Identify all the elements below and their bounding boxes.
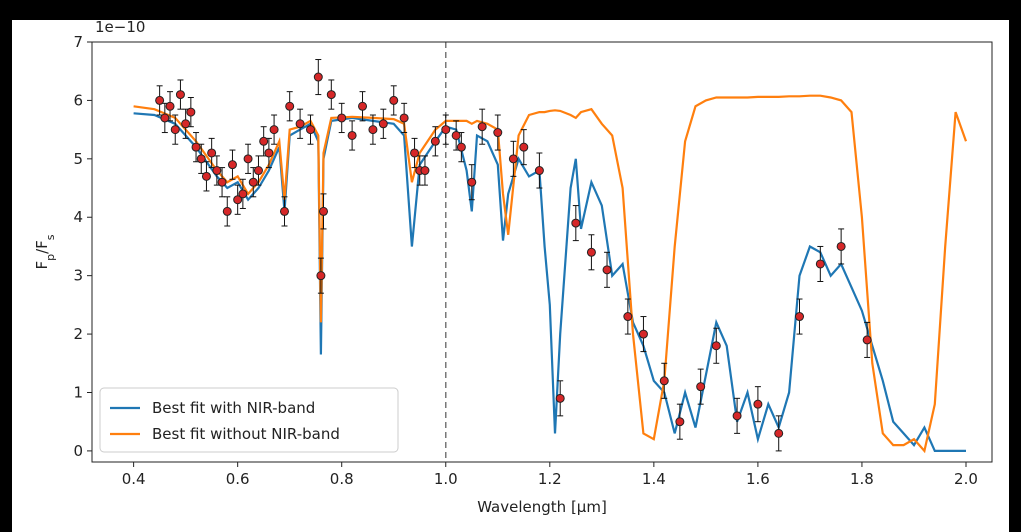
plot-frame [91,41,993,463]
legend-label: Best fit without NIR-band [152,425,340,443]
data-point [675,417,685,427]
data-point [196,154,206,164]
x-tick-label: 0.8 [330,470,354,488]
data-point [243,154,253,164]
y-tick-label: 5 [73,150,83,168]
data-point [155,95,165,105]
data-point [227,160,237,170]
data-point [269,125,279,135]
data-point [259,136,269,146]
data-point [222,206,232,216]
data-point [181,119,191,129]
data-point [774,428,784,438]
line-series [133,112,966,452]
line-series [133,94,968,454]
data-point [295,119,305,129]
legend-box [99,387,399,453]
data-point [456,142,466,152]
x-tick-label: 1.8 [850,470,874,488]
data-point [175,90,185,100]
legend-label: Best fit with NIR-band [152,399,315,417]
x-tick-label: 1.0 [434,470,458,488]
data-point [586,247,596,257]
data-point [326,90,336,100]
y-axis-label: Fp/Fs [33,234,57,269]
data-point [696,382,706,392]
data-point [399,113,409,123]
data-point [410,148,420,158]
x-tick-label: 0.6 [226,470,250,488]
axis-multiplier: 1e−10 [95,18,145,36]
data-point [313,72,323,82]
x-tick-label: 1.2 [538,470,562,488]
data-point [795,312,805,322]
data-point [378,119,388,129]
data-point [732,411,742,421]
data-point [836,241,846,251]
data-point [347,130,357,140]
data-point [316,271,326,281]
data-point [519,142,529,152]
data-point [420,166,430,176]
y-tick-label: 3 [73,267,83,285]
data-point [279,206,289,216]
data-point [207,148,217,158]
y-tick-label: 6 [73,91,83,109]
y-tick-label: 0 [73,442,83,460]
data-point [711,341,721,351]
data-point [358,101,368,111]
y-tick-label: 4 [73,208,83,226]
data-point [319,206,329,216]
data-point [248,177,258,187]
data-point [165,101,175,111]
data-point [305,125,315,135]
data-point [160,113,170,123]
data-point [623,312,633,322]
y-tick-label: 7 [73,33,83,51]
x-tick-label: 2.0 [954,470,978,488]
data-point [170,125,180,135]
data-point [430,136,440,146]
data-point [534,166,544,176]
data-point [233,195,243,205]
data-point [571,218,581,228]
y-tick-label: 1 [73,383,83,401]
data-point [451,130,461,140]
data-point [602,265,612,275]
x-tick-label: 0.4 [122,470,146,488]
data-point [493,128,503,138]
data-point [508,154,518,164]
x-tick-label: 1.4 [642,470,666,488]
data-point [264,148,274,158]
data-point [201,171,211,181]
data-point [212,166,222,176]
x-axis-label: Wavelength [μm] [477,498,607,516]
data-point [477,122,487,132]
data-point [337,113,347,123]
data-point [238,189,248,199]
data-point [191,142,201,152]
data-point [753,399,763,409]
data-point [389,95,399,105]
data-point [186,107,196,117]
data-point [815,259,825,269]
data-point [217,177,227,187]
data-point [659,376,669,386]
data-point [862,335,872,345]
y-tick-label: 2 [73,325,83,343]
data-point [638,329,648,339]
data-point [441,125,451,135]
x-tick-label: 1.6 [746,470,770,488]
data-point [467,177,477,187]
data-point [555,393,565,403]
data-point [253,166,263,176]
data-point [285,101,295,111]
data-point [368,125,378,135]
